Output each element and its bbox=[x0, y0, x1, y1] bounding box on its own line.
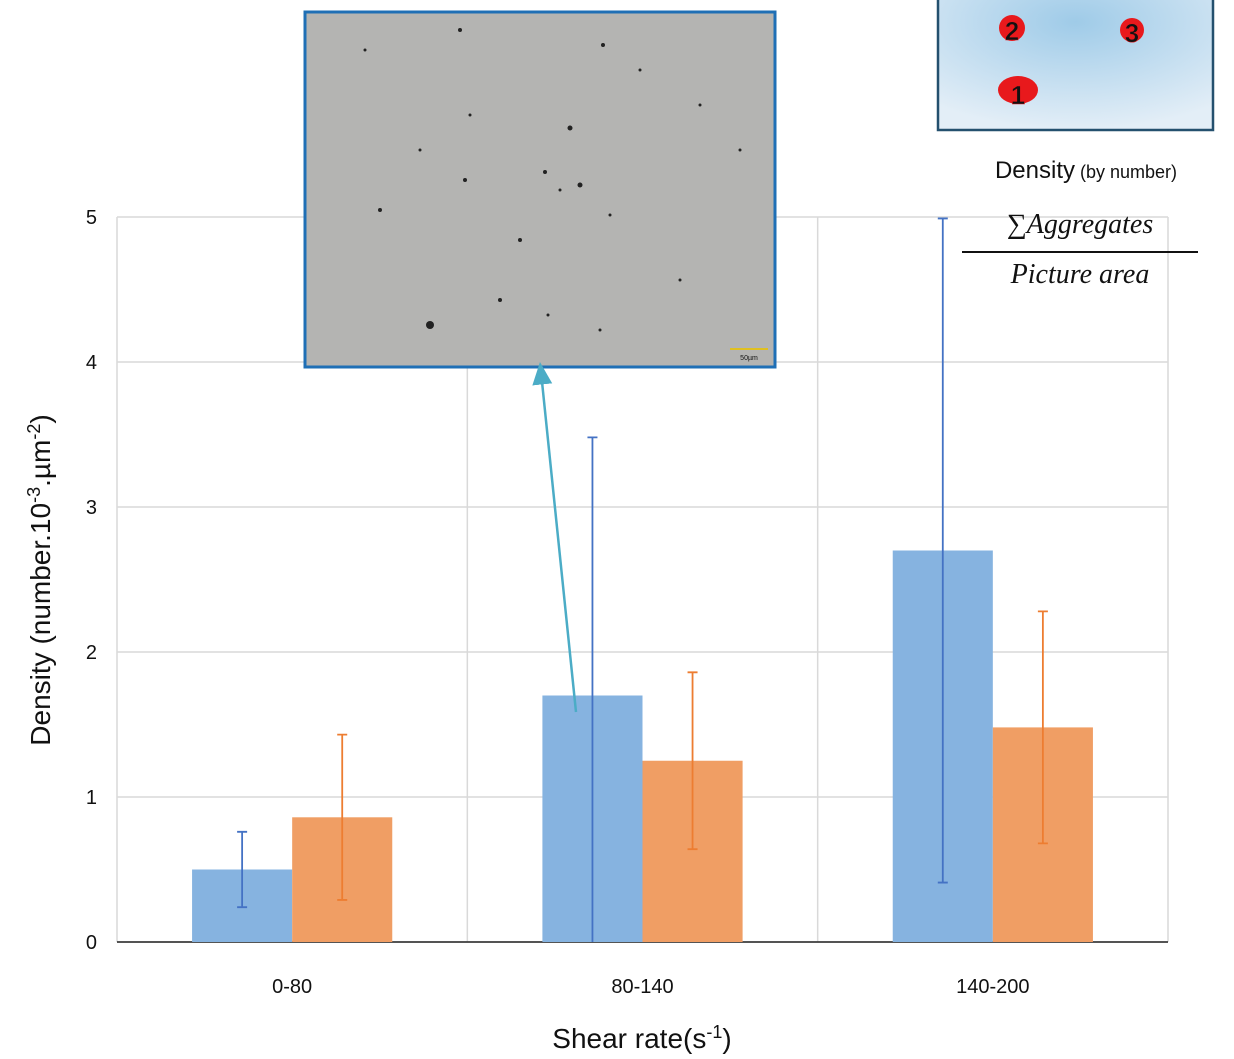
x-axis-label-part: -1 bbox=[706, 1022, 722, 1042]
formula-numerator: ∑Aggregates bbox=[1007, 209, 1154, 240]
y-axis-label-part: ) bbox=[25, 414, 56, 423]
inset-image bbox=[303, 10, 777, 369]
x-tick-label: 80-140 bbox=[611, 976, 673, 998]
particles bbox=[363, 28, 742, 332]
error-bar bbox=[587, 436, 598, 942]
error-bar bbox=[1037, 610, 1048, 845]
x-axis-label: Shear rate(s-1) bbox=[552, 1022, 731, 1054]
y-tick-label: 4 bbox=[86, 352, 97, 374]
y-axis-label-part: -2 bbox=[24, 424, 44, 440]
inset-frame bbox=[303, 10, 777, 369]
y-axis-label: Density (number.10-3.µm-2) bbox=[24, 414, 56, 745]
error-bar bbox=[337, 733, 348, 901]
density-title: Density (by number) bbox=[995, 157, 1177, 184]
x-axis-label-part: ) bbox=[722, 1023, 731, 1054]
marker-label: 3 bbox=[1125, 18, 1139, 48]
x-tick-label: 140-200 bbox=[956, 976, 1029, 998]
bars bbox=[192, 550, 1093, 942]
y-tick-label: 1 bbox=[86, 787, 97, 809]
density-title-part: (by number) bbox=[1075, 162, 1177, 182]
x-tick-label: 0-80 bbox=[272, 976, 312, 998]
y-tick-label: 2 bbox=[86, 642, 97, 664]
marker-label: 2 bbox=[1005, 16, 1019, 46]
error-bars bbox=[237, 217, 1048, 942]
density-illustration bbox=[936, 0, 1215, 253]
y-axis-label-part: Density (number.10 bbox=[25, 503, 56, 746]
error-bar bbox=[237, 830, 248, 909]
density-title-part: Density bbox=[995, 157, 1075, 184]
error-bar bbox=[937, 217, 948, 884]
illustration-box bbox=[936, 0, 1215, 132]
blob bbox=[1120, 18, 1144, 42]
y-axis-label-part: .µm bbox=[25, 440, 56, 487]
pointer-arrow bbox=[532, 362, 578, 713]
blob bbox=[999, 15, 1025, 41]
formula-denominator: Picture area bbox=[1010, 259, 1150, 290]
y-tick-label: 3 bbox=[86, 497, 97, 519]
blob bbox=[998, 76, 1038, 104]
x-axis-label-part: Shear rate(s bbox=[552, 1023, 706, 1054]
y-tick-label: 5 bbox=[86, 207, 97, 229]
marker-label: 1 bbox=[1011, 80, 1025, 110]
scale-label: 50µm bbox=[740, 355, 758, 362]
y-tick-label: 0 bbox=[86, 932, 97, 954]
y-axis-label-part: -3 bbox=[24, 487, 44, 503]
error-bar bbox=[687, 671, 698, 851]
